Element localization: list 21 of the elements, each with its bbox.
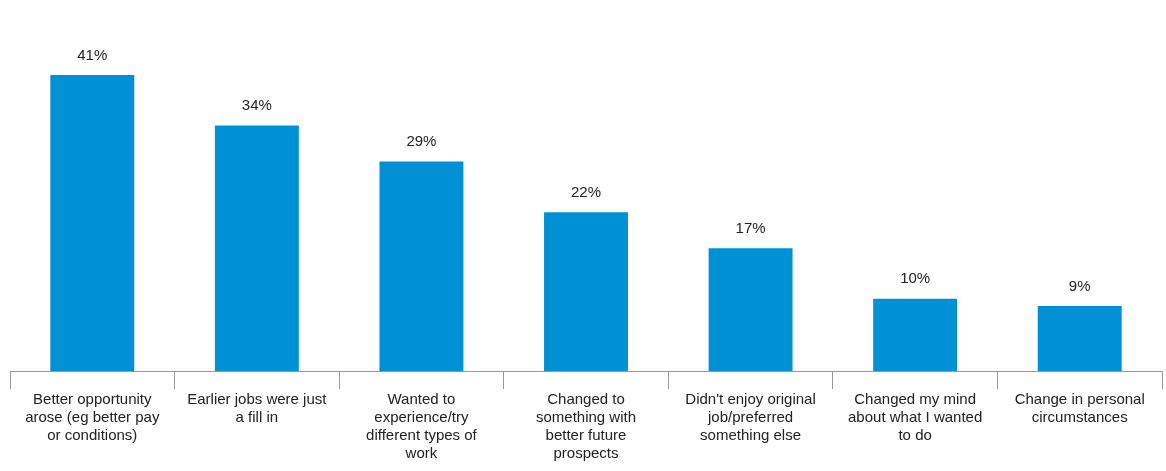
bar [214,125,299,371]
data-label: 34% [241,96,272,114]
x-tick-label: Wanted to experience/try different types of work [366,390,478,462]
bar [544,212,628,371]
data-label: 29% [406,132,437,150]
data-label: 17% [735,218,766,236]
bar [708,248,793,371]
bar [1037,306,1122,371]
data-label: 9% [1068,276,1091,294]
bar [379,161,464,371]
x-tick-label: Earlier jobs were just a fill in [187,390,328,426]
x-tick-label: Didn't enjoy original job/preferred something else [685,390,816,444]
bar [50,74,135,371]
x-tick-label: Better opportunity arose (eg better pay or conditions) [25,390,160,444]
x-tick-label: Changed to something with better future prospects [535,390,637,462]
x-tick-label: Change in personal circumstances [1014,390,1145,426]
bar [873,298,958,371]
data-label: 10% [900,269,931,287]
data-label: 41% [77,45,108,63]
data-label: 22% [570,182,602,200]
x-tick-label: Changed my mind about what I wanted to do [848,390,983,444]
